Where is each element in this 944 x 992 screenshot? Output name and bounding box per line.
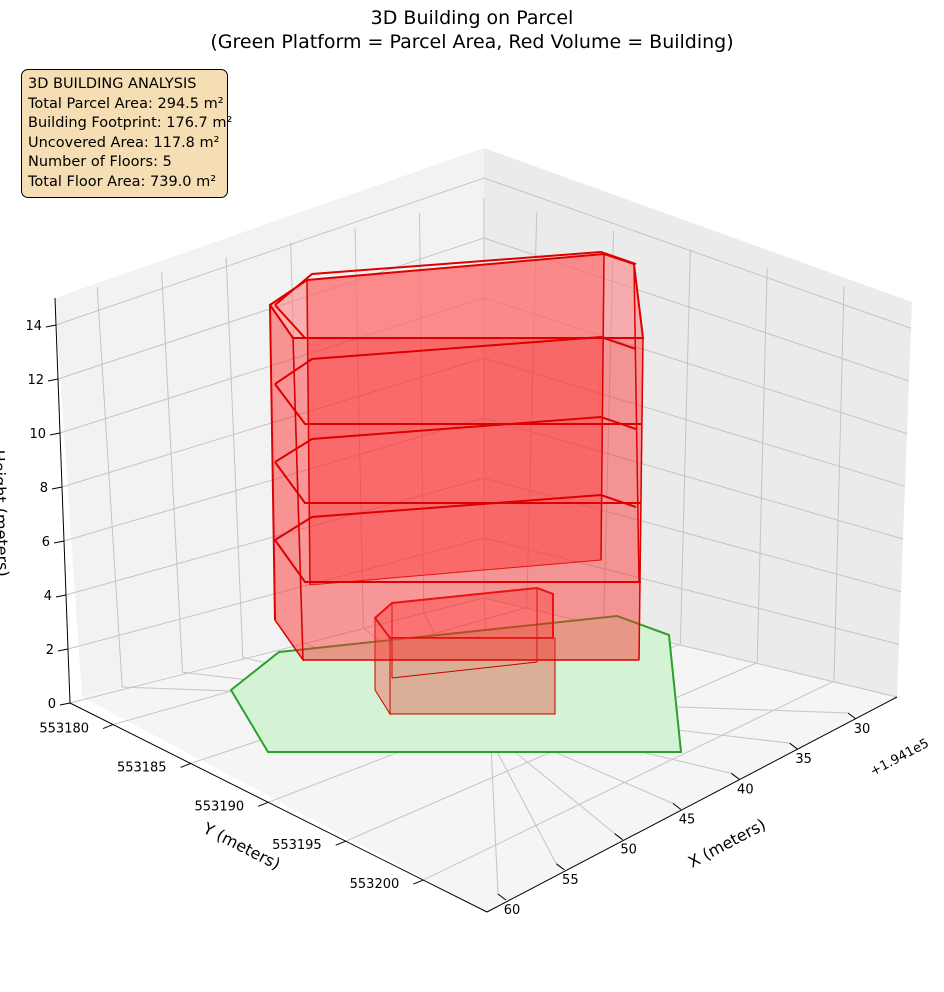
floor-line	[274, 250, 637, 306]
chart-title-line2: (Green Platform = Parcel Area, Red Volum…	[210, 31, 734, 53]
z-tick-label: 0	[48, 697, 56, 712]
y-tick-label: 553185	[117, 760, 167, 775]
y-grid-line	[756, 267, 768, 663]
x-axis-line	[486, 696, 898, 913]
y-tick-label: 553200	[350, 877, 400, 892]
floor-1-front-face	[389, 637, 556, 715]
info-heading: 3D BUILDING ANALYSIS	[28, 76, 197, 92]
floor-lines	[274, 250, 641, 583]
y-tick-label: 553180	[39, 722, 89, 737]
y-tick	[335, 840, 346, 846]
x-axis-label: X (meters)	[685, 815, 769, 872]
y-axis-label: Y (meters)	[199, 818, 283, 873]
z-tick	[57, 648, 69, 652]
x-tick	[614, 833, 623, 841]
x-tick-label: 40	[737, 782, 754, 797]
x-tick-label: 45	[679, 813, 696, 828]
z-tick-label: 2	[46, 643, 54, 658]
z-tick-labels: 0 2 4 6 8 10 12 14	[25, 319, 56, 712]
axis-lines	[54, 297, 898, 913]
building-base	[274, 619, 639, 661]
z-tick-label: 14	[25, 319, 42, 334]
axis-ticks	[45, 324, 857, 901]
y-grid-line	[833, 286, 845, 682]
building-edge	[292, 337, 304, 661]
x-tick	[789, 742, 798, 750]
building-floor-1	[373, 586, 556, 716]
z-axis-label: Height (meters)	[0, 449, 12, 577]
x-tick	[847, 712, 857, 720]
y-grid-line	[423, 680, 835, 881]
z-tick-label: 6	[42, 535, 50, 550]
building-edge	[633, 263, 640, 583]
z-tick	[59, 702, 71, 706]
x-tick	[556, 863, 565, 871]
x-grid-line	[161, 272, 183, 673]
z-tick	[49, 432, 61, 436]
x-offset-label: +1.941e5	[868, 736, 932, 779]
floor-line	[274, 304, 641, 339]
z-tick-label: 4	[44, 589, 52, 604]
x-tick	[672, 803, 682, 810]
y-tick-labels: 553180 553185 553190 553195 553200	[39, 722, 399, 892]
info-line: Uncovered Area: 117.8 m²	[28, 134, 220, 151]
x-tick-labels: 30 35 40 45 50 55 60	[504, 722, 871, 918]
x-tick-label: 60	[504, 903, 521, 918]
floor-line	[274, 461, 641, 504]
y-tick-label: 553195	[272, 838, 322, 853]
x-grid-line	[225, 257, 244, 658]
grid-lines	[55, 177, 912, 895]
z-tick	[47, 378, 59, 382]
z-tick	[55, 594, 67, 598]
info-line: Total Parcel Area: 294.5 m²	[28, 95, 224, 112]
y-axis-line	[69, 702, 488, 913]
floor-1-edge	[391, 661, 538, 679]
z-tick	[53, 540, 65, 544]
floor-line	[274, 493, 637, 541]
x-tick-label: 35	[795, 752, 812, 767]
y-grid-line	[679, 249, 691, 645]
z-tick	[51, 486, 63, 490]
z-tick-label: 10	[29, 427, 46, 442]
analysis-info-box: 3D BUILDING ANALYSIS Total Parcel Area: …	[21, 69, 233, 198]
floor-line	[274, 539, 641, 583]
building-edge	[638, 337, 644, 661]
floor-line	[274, 383, 641, 425]
z-tick-label: 12	[27, 373, 44, 388]
z-tick-label: 8	[40, 481, 48, 496]
y-tick-label: 553190	[195, 799, 245, 814]
x-tick	[731, 772, 740, 780]
building-front-face	[292, 337, 644, 661]
y-tick	[413, 879, 424, 885]
building-volume	[268, 250, 645, 662]
z-tick	[45, 324, 57, 328]
info-line: Building Footprint: 176.7 m²	[28, 115, 233, 131]
chart-title: 3D Building on Parcel (Green Platform = …	[0, 6, 944, 54]
y-tick	[257, 801, 269, 807]
info-line: Number of Floors: 5	[28, 154, 172, 170]
info-line: Total Floor Area: 739.0 m²	[28, 173, 217, 190]
building-edge	[306, 279, 311, 586]
z-axis-line	[54, 297, 71, 704]
y-tick	[180, 762, 191, 768]
x-tick-label: 50	[620, 843, 637, 858]
x-grid-line	[96, 287, 123, 688]
building-edge	[600, 253, 605, 561]
x-tick-label: 30	[854, 722, 871, 737]
x-tick-label: 55	[562, 873, 579, 888]
z-grid-line	[55, 177, 912, 329]
y-tick	[102, 724, 114, 730]
chart-title-line1: 3D Building on Parcel	[370, 7, 574, 29]
x-tick	[497, 893, 507, 901]
building-edge	[269, 304, 276, 621]
